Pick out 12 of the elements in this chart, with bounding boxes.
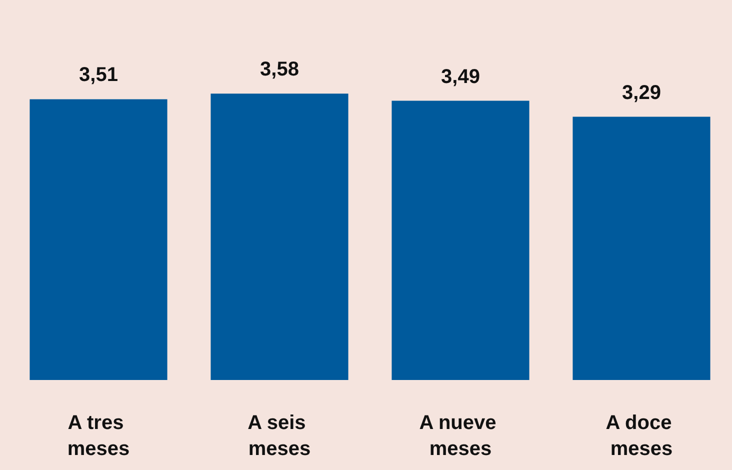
x-tick-label: A nueve meses [419, 412, 502, 460]
bar [210, 94, 348, 380]
bar [572, 116, 710, 380]
x-tick-label: A seis meses [248, 412, 312, 460]
data-label: 3,58 [260, 58, 299, 81]
data-label: 3,49 [441, 66, 480, 88]
data-label: 3,29 [622, 82, 661, 104]
data-label: 3,51 [79, 64, 118, 86]
bar [392, 100, 530, 380]
x-tick-label: A tres meses [67, 412, 130, 460]
x-tick-label: A doce meses [606, 412, 678, 460]
bar [30, 99, 168, 380]
